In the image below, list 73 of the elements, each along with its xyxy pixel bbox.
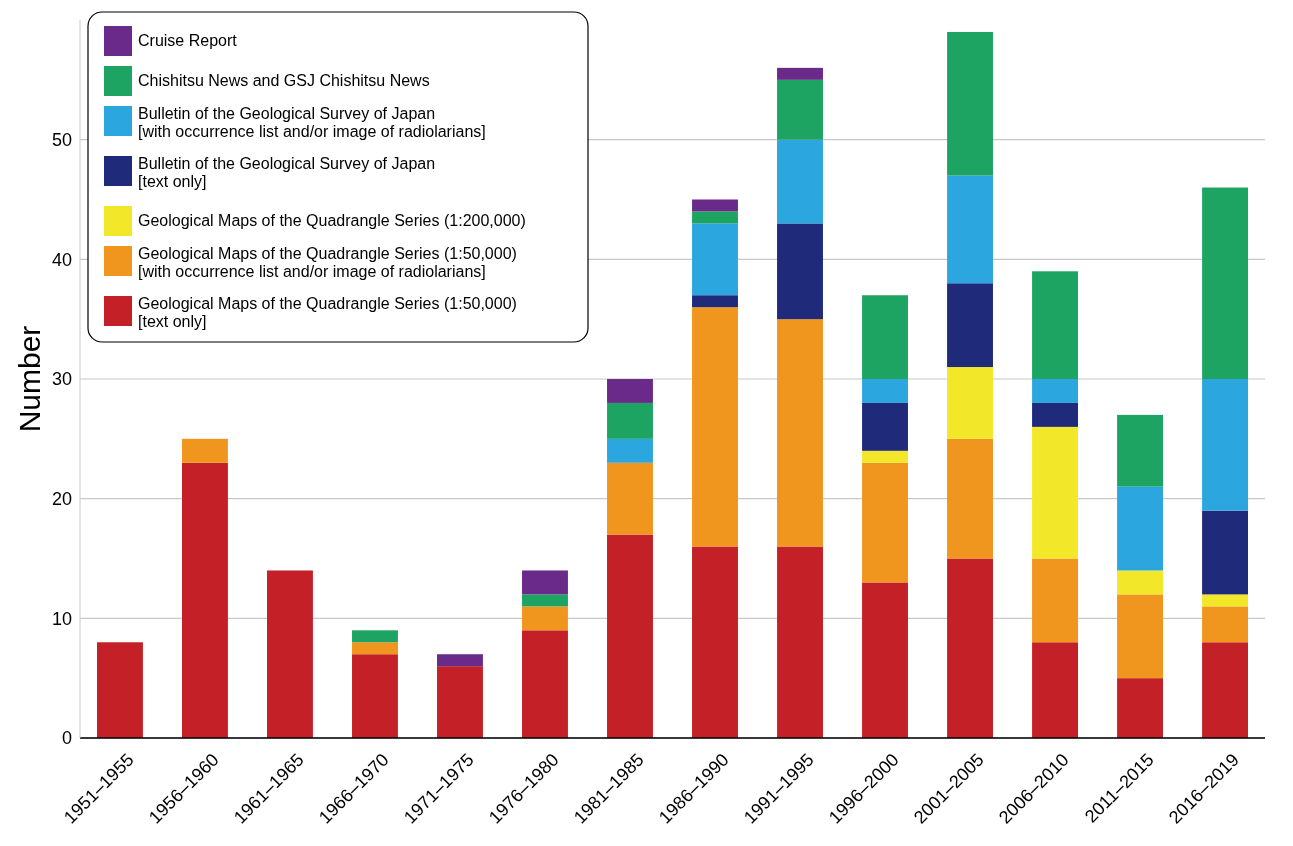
bar <box>777 319 823 547</box>
bar <box>522 630 568 738</box>
legend-label: Bulletin of the Geological Survey of Japan [text only] <box>138 155 436 190</box>
bar <box>267 570 313 738</box>
bar <box>522 606 568 631</box>
bar <box>1032 271 1078 379</box>
y-tick-label: 20 <box>51 488 72 509</box>
legend-label: Chishitsu News and GSJ Chishitsu News <box>138 72 430 89</box>
legend-label: Geological Maps of the Quadrangle Series (1:200,000) <box>138 212 526 229</box>
bar <box>862 462 908 583</box>
bar <box>1117 414 1163 487</box>
bar <box>947 367 993 439</box>
bar <box>862 450 908 463</box>
bar <box>1032 426 1078 559</box>
bar <box>1202 510 1248 595</box>
bar <box>352 654 398 738</box>
y-tick-label: 30 <box>51 369 72 390</box>
y-tick-label: 50 <box>51 129 72 150</box>
bar <box>1202 187 1248 379</box>
legend-label: Cruise Report <box>138 32 238 49</box>
bar <box>947 283 993 368</box>
bar <box>1117 570 1163 595</box>
bar <box>947 558 993 738</box>
y-tick-label: 40 <box>51 249 72 270</box>
bar <box>352 630 398 643</box>
bar <box>862 295 908 379</box>
legend-label: Bulletin of the Geological Survey of Japan [with occurrence list and/or image of radiolarians] <box>138 105 486 140</box>
bar <box>437 666 483 738</box>
bar <box>522 570 568 595</box>
bar <box>1032 558 1078 643</box>
bar <box>947 175 993 284</box>
bar <box>1117 678 1163 738</box>
bar <box>607 534 653 738</box>
y-axis-title: Number <box>13 325 46 433</box>
bar <box>777 546 823 738</box>
y-tick-label: 0 <box>61 728 72 749</box>
legend-label: Geological Maps of the Quadrangle Series (1:50,000) [text only] <box>138 295 517 330</box>
bar <box>437 654 483 667</box>
bar <box>1202 642 1248 738</box>
bar <box>862 582 908 738</box>
bar <box>182 462 228 738</box>
bar <box>692 223 738 296</box>
bar <box>607 379 653 403</box>
bar <box>777 223 823 320</box>
bar <box>97 642 143 738</box>
bar <box>777 139 823 224</box>
bar <box>1117 486 1163 571</box>
bar <box>947 438 993 559</box>
bar <box>947 31 993 176</box>
bar <box>1202 594 1248 607</box>
bar <box>777 67 823 80</box>
y-tick-label: 10 <box>51 608 72 629</box>
bar <box>1032 642 1078 738</box>
bar <box>352 642 398 655</box>
bar <box>777 79 823 140</box>
bar <box>692 307 738 547</box>
bar <box>1032 402 1078 427</box>
bar <box>692 295 738 308</box>
bar <box>1202 379 1248 511</box>
bar <box>692 546 738 738</box>
bar <box>522 594 568 607</box>
bar <box>1202 606 1248 643</box>
bar <box>862 402 908 451</box>
bar <box>1117 594 1163 679</box>
bar <box>607 402 653 439</box>
bar <box>692 199 738 212</box>
bar <box>1032 379 1078 403</box>
bar <box>862 379 908 403</box>
bar <box>182 438 228 463</box>
bar <box>607 438 653 463</box>
legend-label: Geological Maps of the Quadrangle Series (1:50,000) [with occurrence list and/or image of radiolarians] <box>138 245 517 280</box>
bar <box>607 462 653 535</box>
bar <box>692 211 738 224</box>
